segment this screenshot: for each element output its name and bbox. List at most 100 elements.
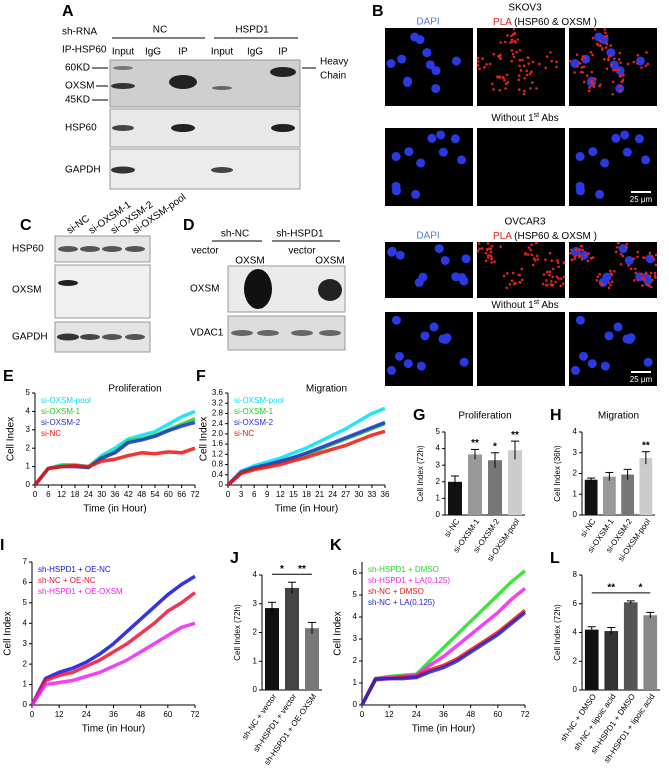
nucleus — [645, 254, 655, 264]
pla-signal — [492, 52, 496, 56]
pla-signal — [528, 72, 532, 76]
stain: PLA — [493, 17, 512, 28]
bar — [508, 450, 522, 515]
pla-signal — [604, 46, 608, 49]
pla-signal — [610, 280, 614, 284]
x-tick-label: 24 — [84, 490, 93, 499]
pla-signal — [506, 34, 509, 37]
blot — [109, 108, 301, 148]
pla-signal — [601, 46, 604, 50]
band — [318, 279, 342, 301]
pla-signal — [527, 62, 530, 65]
pla-signal — [518, 48, 522, 52]
pla-signal — [599, 44, 602, 48]
y-tick-label: 3 — [26, 425, 31, 434]
bar — [285, 587, 299, 690]
legend-entry: si-OXSM-2 — [41, 418, 81, 427]
pla-signal — [593, 77, 597, 81]
pla-signal — [524, 251, 527, 255]
bar — [448, 481, 462, 515]
row-label: GAPDH — [12, 332, 48, 343]
pla-signal — [526, 56, 530, 59]
x-tick-label: 9 — [265, 490, 270, 499]
nucleus — [403, 78, 413, 88]
pla-signal — [607, 56, 611, 59]
pla-signal — [598, 272, 601, 276]
pla-signal — [538, 62, 541, 66]
bar — [602, 476, 616, 515]
legend-entry: sh-HSPD1 + OE-NC — [38, 565, 111, 574]
pla-signal — [625, 245, 628, 249]
y-tick-label: 4 — [26, 407, 31, 416]
stain-target: (HSP60 & OXSM ) — [511, 17, 597, 28]
series-line — [33, 446, 196, 487]
pla-signal — [511, 33, 515, 36]
nucleus — [622, 147, 632, 157]
y-tick-label: 0 — [436, 510, 441, 519]
pla-signal — [499, 245, 502, 248]
x-tick-label: 72 — [191, 710, 200, 719]
nucleus — [461, 254, 471, 264]
pla-signal — [541, 282, 545, 286]
pla-signal — [510, 49, 514, 52]
pla-signal — [531, 263, 535, 267]
pla-signal — [561, 282, 565, 286]
pla-signal — [504, 87, 507, 90]
nucleus — [600, 361, 610, 371]
marker: OXSM — [65, 81, 94, 92]
lane: vector — [191, 246, 219, 257]
pla-signal — [557, 265, 560, 268]
pla-signal — [591, 53, 595, 57]
x-tick-label: 6 — [252, 490, 257, 499]
pla-signal — [504, 82, 508, 86]
pla-signal — [626, 62, 630, 66]
blot — [109, 148, 301, 190]
pla-signal — [542, 273, 546, 276]
pla-signal — [614, 250, 618, 254]
pla-signal — [534, 241, 538, 245]
pla-signal — [633, 279, 636, 282]
band — [231, 330, 253, 336]
pla-signal — [478, 67, 481, 71]
pla-signal — [525, 69, 528, 73]
band — [58, 280, 78, 286]
pla-signal — [590, 81, 593, 84]
panel-letter: D — [183, 217, 195, 234]
pla-signal — [483, 66, 486, 69]
x-tick-label: 60 — [493, 710, 502, 719]
band — [80, 246, 100, 252]
y-tick-label: 2 — [23, 659, 28, 668]
pla-signal — [548, 270, 552, 273]
pla-signal — [484, 251, 488, 255]
pla-signal — [555, 275, 559, 278]
pla-signal — [505, 272, 509, 275]
y-tick-label: 2 — [573, 469, 578, 478]
pla-signal — [613, 57, 616, 60]
pla-signal — [644, 271, 648, 274]
pla-signal — [568, 59, 572, 63]
pla-signal — [498, 75, 502, 79]
pla-signal — [559, 284, 563, 288]
x-tick-label: 21 — [315, 490, 324, 499]
y-tick-label: 3 — [353, 634, 358, 643]
y-tick-label: 5 — [23, 598, 28, 607]
pla-signal — [607, 58, 610, 62]
panel-letter: E — [3, 368, 14, 385]
pla-signal — [549, 51, 552, 54]
x-tick-label: 24 — [328, 490, 337, 499]
band — [291, 330, 313, 336]
pla-signal — [629, 267, 633, 271]
pla-signal — [578, 254, 582, 258]
y-tick-label: 2 — [436, 477, 441, 486]
pla-signal — [521, 58, 524, 62]
lane: OXSM — [315, 256, 344, 267]
pla-signal — [619, 61, 622, 64]
row-label: OXSM — [190, 284, 219, 295]
pla-signal — [549, 283, 553, 286]
marker: 45KD — [65, 95, 90, 106]
band — [171, 124, 195, 132]
superscript: st — [534, 112, 540, 119]
y-tick-label: 2 — [253, 628, 258, 637]
pla-signal — [621, 78, 625, 82]
